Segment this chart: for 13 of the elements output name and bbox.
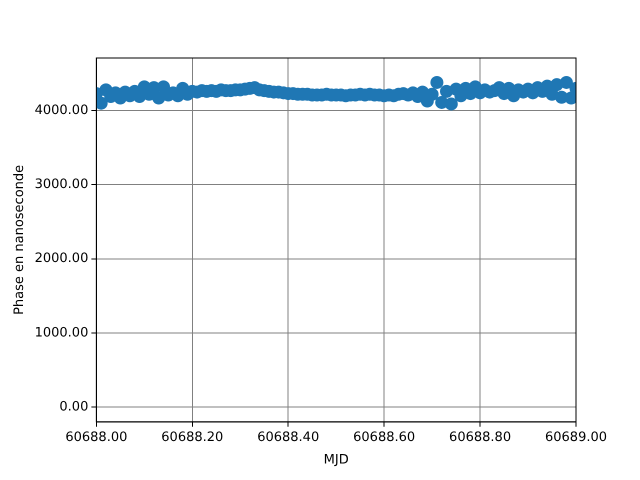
x-tick-label: 60688.80 bbox=[449, 430, 512, 445]
x-axis-title: MJD bbox=[324, 452, 349, 468]
y-tick-label: 0.00 bbox=[59, 399, 88, 414]
y-axis-title: Phase en nanoseconde bbox=[12, 164, 28, 315]
x-tick-label: 60688.40 bbox=[257, 430, 320, 445]
x-tick-label: 60688.60 bbox=[353, 430, 416, 445]
x-tick-label: 60688.20 bbox=[161, 430, 224, 445]
x-tick-label: 60689.00 bbox=[544, 430, 608, 445]
y-tick-label: 2000.00 bbox=[34, 251, 88, 266]
y-tick-label: 3000.00 bbox=[34, 177, 88, 192]
y-tick-label: 1000.00 bbox=[34, 325, 88, 340]
y-tick-label: 4000.00 bbox=[34, 102, 88, 118]
x-tick-label: 60688.00 bbox=[65, 430, 128, 445]
